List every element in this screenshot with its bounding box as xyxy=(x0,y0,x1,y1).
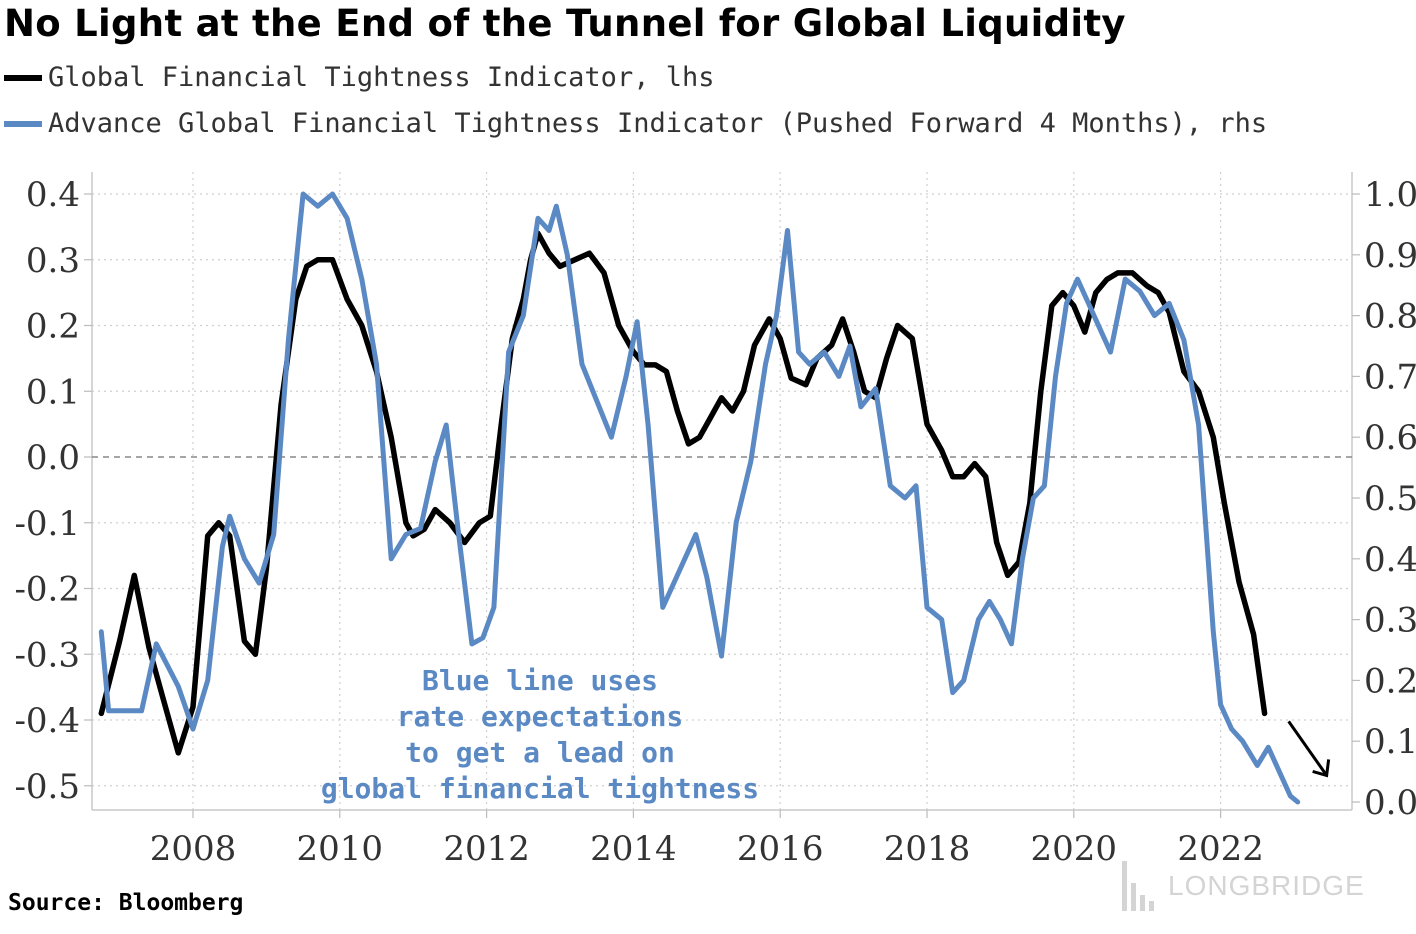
y-tick-label-left: 0.3 xyxy=(26,241,80,281)
annotation-line: rate expectations xyxy=(397,700,684,733)
y-tick-label-right: 0.7 xyxy=(1364,357,1416,397)
y-tick-label-left: -0.2 xyxy=(14,570,80,610)
x-tick-label: 2022 xyxy=(1177,829,1264,869)
annotation-line: Blue line uses xyxy=(422,664,658,697)
annotation-line: global financial tightness xyxy=(321,772,759,805)
y-tick-label-right: 0.8 xyxy=(1364,297,1416,337)
y-tick-label-left: -0.1 xyxy=(14,504,80,544)
longbridge-watermark: LONGBRIDGE xyxy=(1122,856,1402,916)
x-tick-label: 2016 xyxy=(737,829,824,869)
source-note: Source: Bloomberg xyxy=(8,890,244,916)
legend-label-blue: Advance Global Financial Tightness Indic… xyxy=(48,108,1268,139)
x-tick-label: 2014 xyxy=(590,829,677,869)
y-tick-label-left: -0.5 xyxy=(14,767,80,807)
x-tick-label: 2020 xyxy=(1031,829,1118,869)
y-tick-label-right: 0.4 xyxy=(1364,540,1416,580)
y-tick-label-right: 0.0 xyxy=(1364,783,1416,823)
line-chart: 0.4 0.3 0.2 0.1 0.0 -0.1 -0.2 -0.3 -0.4 -0.5 1.0 0.… xyxy=(14,172,1416,869)
chart-title: No Light at the End of the Tunnel for Gl… xyxy=(4,2,1126,45)
y-tick-label-left: 0.4 xyxy=(26,175,80,215)
legend-item-blue: Advance Global Financial Tightness Indic… xyxy=(4,108,1267,139)
legend-swatch-black xyxy=(4,74,42,81)
x-tick-label: 2018 xyxy=(884,829,971,869)
trend-arrow-head-icon xyxy=(1312,759,1331,778)
series-line-blue xyxy=(98,191,1301,805)
y-tick-label-right: 1.0 xyxy=(1364,175,1416,215)
y-tick-label-left: -0.3 xyxy=(14,635,80,675)
longbridge-logo-icon xyxy=(1122,861,1154,911)
legend-swatch-blue xyxy=(4,120,42,127)
series-line-black xyxy=(98,230,1268,756)
y-tick-label-right: 0.5 xyxy=(1364,479,1416,519)
watermark-text: LONGBRIDGE xyxy=(1168,870,1365,901)
y-tick-label-right: 0.3 xyxy=(1364,601,1416,641)
legend-item-black: Global Financial Tightness Indicator, lh… xyxy=(4,62,714,93)
y-tick-label-right: 0.1 xyxy=(1364,722,1416,762)
x-tick-label: 2010 xyxy=(297,829,384,869)
trend-arrow-icon xyxy=(1287,720,1328,777)
y-tick-label-right: 0.9 xyxy=(1364,236,1416,276)
y-tick-label-right: 0.2 xyxy=(1364,661,1416,701)
x-tick-label: 2012 xyxy=(443,829,530,869)
annotation-line: to get a lead on xyxy=(405,736,675,769)
y-tick-label-right: 0.6 xyxy=(1364,418,1416,458)
x-tick-label: 2008 xyxy=(150,829,237,869)
y-tick-label-left: 0.2 xyxy=(26,307,80,347)
y-tick-label-left: 0.0 xyxy=(26,438,80,478)
y-tick-label-left: 0.1 xyxy=(26,372,80,412)
y-tick-label-left: -0.4 xyxy=(14,701,80,741)
legend-label-black: Global Financial Tightness Indicator, lh… xyxy=(48,62,715,93)
